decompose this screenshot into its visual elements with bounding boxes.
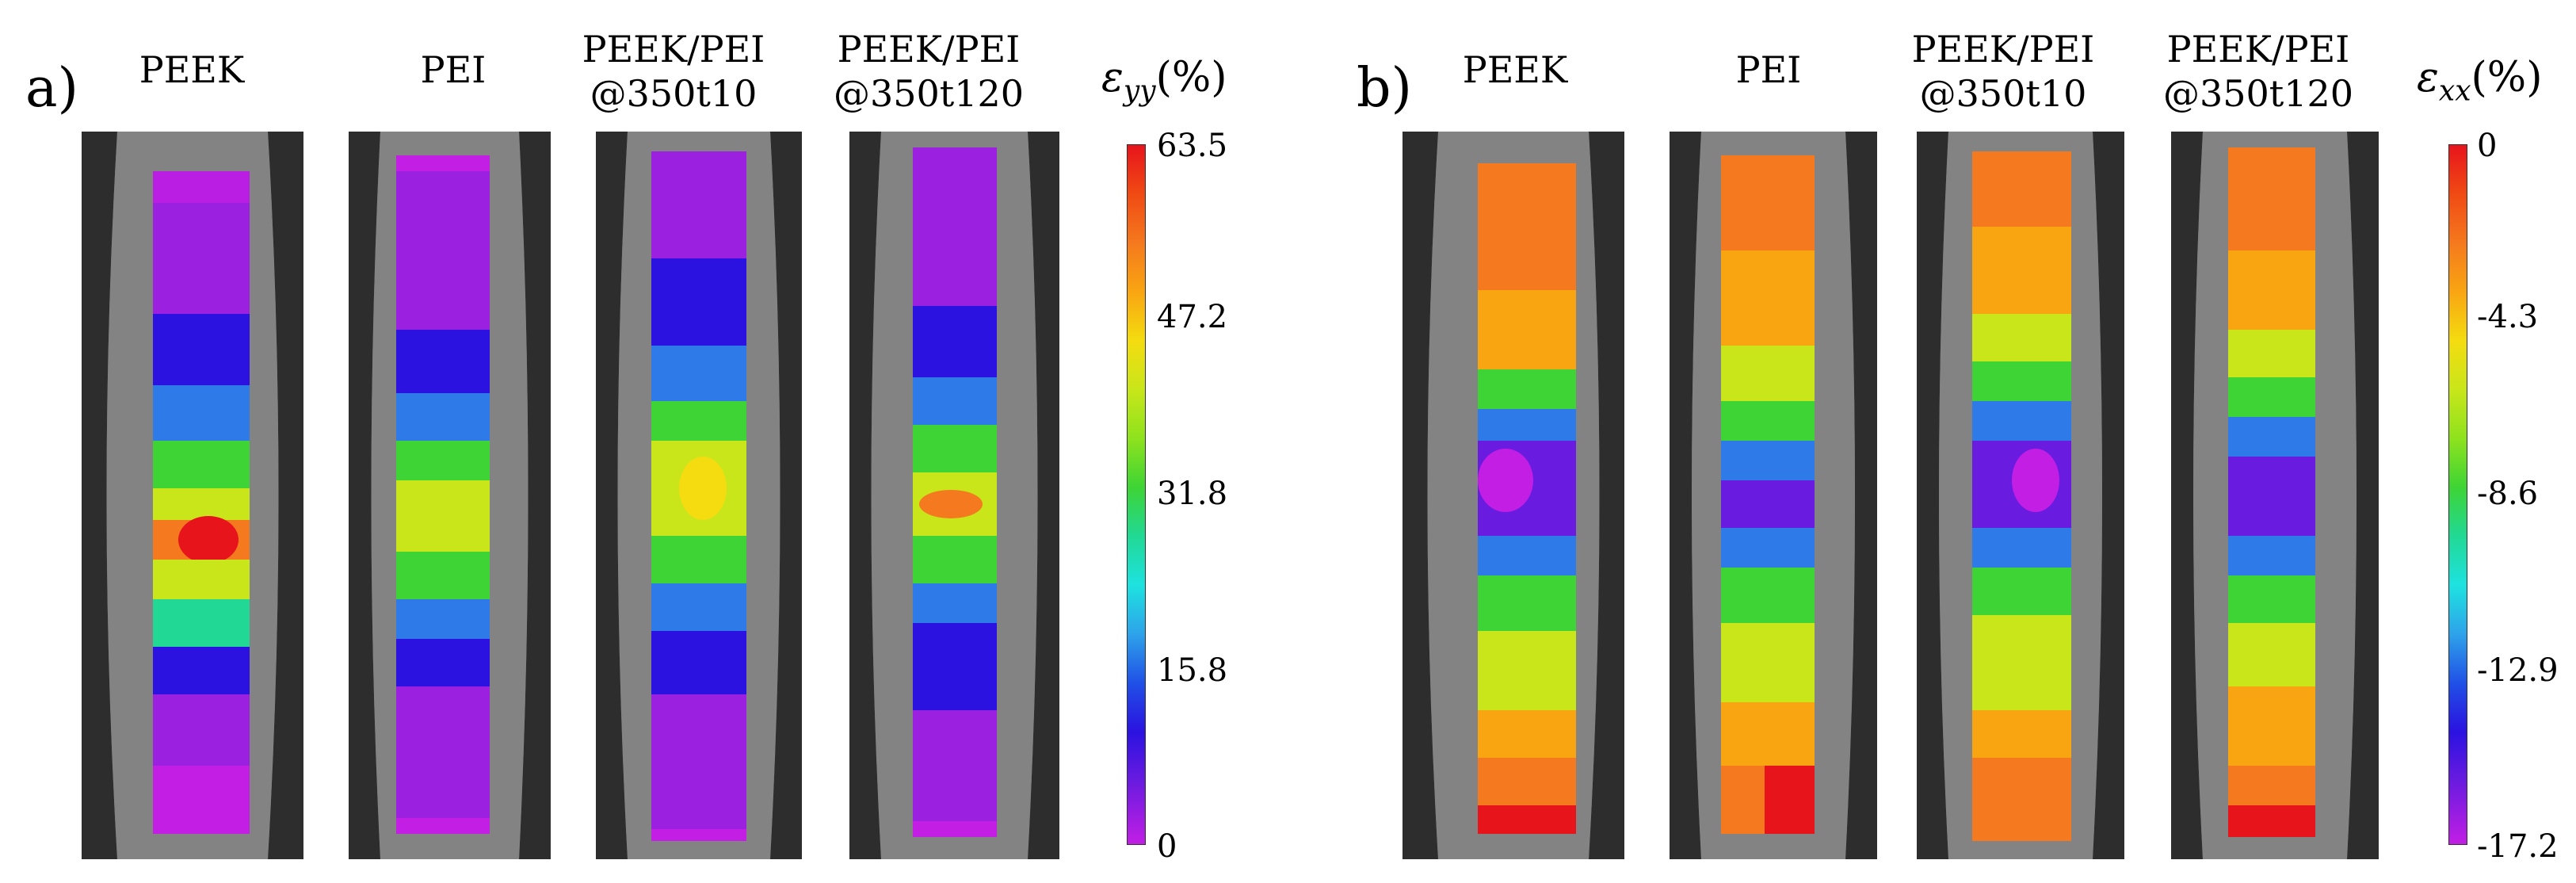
specimen-image: [596, 132, 802, 859]
panel-a-label: a): [25, 57, 79, 120]
colorbar-b: [2448, 144, 2467, 845]
specimen-title: PEEK/PEI @350t120: [833, 28, 1025, 115]
colorbar-b-title: εxx(%): [2417, 54, 2543, 108]
colorbar-a-title: εyy(%): [1101, 54, 1227, 108]
colorbar-a: [1127, 144, 1146, 845]
specimen-image: [1670, 132, 1877, 859]
colorbar-tick-label: 31.8: [1157, 476, 1228, 512]
colorbar-tick-label: 0: [1157, 828, 1177, 865]
colorbar-tick-label: 47.2: [1157, 299, 1228, 335]
colorbar-tick-label: -17.2: [2477, 828, 2559, 865]
colorbar-tick-label: 63.5: [1157, 128, 1228, 164]
specimen-title: PEEK/PEI @350t10: [1911, 28, 2095, 115]
colorbar-tick-label: -12.9: [2477, 652, 2559, 689]
specimen-title: PEEK: [1462, 48, 1568, 91]
specimen-image: [1402, 132, 1624, 859]
specimen-image: [1917, 132, 2124, 859]
panel-b-label: b): [1357, 57, 1413, 120]
specimen-title: PEEK/PEI @350t120: [2162, 28, 2354, 115]
specimen-title: PEEK: [139, 48, 245, 91]
specimen-image: [2171, 132, 2379, 859]
colorbar-tick-label: 15.8: [1157, 652, 1228, 689]
specimen-image: [82, 132, 303, 859]
colorbar-tick-label: -8.6: [2477, 476, 2539, 512]
specimen-image: [849, 132, 1059, 859]
specimen-title: PEI: [420, 48, 487, 91]
specimen-title: PEI: [1735, 48, 1802, 91]
colorbar-tick-label: 0: [2477, 128, 2498, 164]
specimen-image: [349, 132, 551, 859]
colorbar-tick-label: -4.3: [2477, 299, 2539, 335]
specimen-title: PEEK/PEI @350t10: [582, 28, 765, 115]
